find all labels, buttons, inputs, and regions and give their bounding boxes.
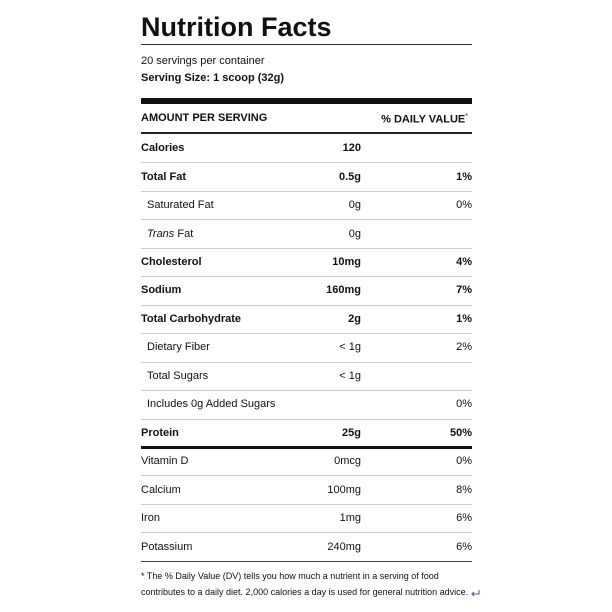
row-dv: 4% (456, 256, 472, 269)
row-rule (141, 361, 472, 363)
row-amount: 0g (348, 199, 361, 212)
row-name: Trans Fat (147, 228, 193, 240)
row-name-text: Total Carbohydrate (141, 312, 242, 325)
servings: 20 servings per container (141, 55, 265, 67)
row-rule (141, 475, 472, 477)
row-amount: 160mg (326, 284, 361, 297)
row-rule (141, 418, 472, 420)
row-name-text: Calories (141, 142, 185, 155)
row-dv: 6% (456, 540, 472, 553)
row-dv: 50% (449, 426, 472, 439)
row-name-text: Calcium (141, 483, 181, 496)
row-dv: 0% (456, 199, 472, 212)
thick-rule (141, 445, 472, 449)
row-rule (141, 304, 472, 306)
row-dv: 7% (456, 284, 472, 297)
title: Nutrition Facts (141, 12, 332, 42)
row-name: Calories (141, 142, 184, 154)
row-amount: 0.5g (338, 170, 361, 183)
return-icon (471, 589, 480, 596)
row-name-text: Protein (141, 426, 179, 439)
row-dv: 0% (456, 398, 472, 411)
row-name: Calcium (141, 484, 181, 496)
row-name-text: Dietary Fiber (147, 341, 210, 354)
row-rule (141, 532, 472, 534)
row-rule (141, 190, 472, 192)
row-amount: 0g (348, 227, 361, 240)
dv-header: % DAILY VALUE* (381, 113, 468, 126)
row-dv: 2% (456, 341, 472, 354)
row-dv: 1% (456, 312, 472, 325)
row-rule (141, 247, 472, 249)
serving-size: Serving Size: 1 scoop (32g) (141, 72, 285, 84)
footnote: * The % Daily Value (DV) tells you how m… (141, 568, 480, 600)
thick-rule (141, 98, 472, 104)
rule (141, 44, 472, 45)
row-name-text: Saturated Fat (147, 199, 214, 212)
row-name-em: Trans (147, 227, 175, 240)
row-name: Dietary Fiber (147, 341, 210, 353)
row-name: Vitamin D (141, 455, 188, 467)
row-name: Potassium (141, 541, 192, 553)
row-name: Includes 0g Added Sugars (147, 398, 275, 410)
row-rule (141, 390, 472, 392)
row-amount: 0mcg (334, 455, 361, 468)
row-rule (141, 560, 472, 562)
footnote-line: contributes to a daily diet. 2,000 calor… (141, 584, 480, 600)
footnote-text: contributes to a daily diet. 2,000 calor… (141, 587, 469, 597)
row-name-text: Total Fat (141, 170, 187, 183)
row-amount: 1mg (339, 512, 361, 525)
row-name: Iron (141, 512, 160, 524)
row-name-text: Potassium (141, 540, 193, 553)
row-rule (141, 219, 472, 221)
row-amount: 100mg (327, 483, 361, 496)
row-rule (141, 276, 472, 278)
row-amount: < 1g (339, 369, 361, 382)
row-name-text: Total Sugars (147, 369, 209, 382)
row-name-text: Iron (141, 512, 160, 525)
row-amount: 10mg (332, 256, 361, 269)
row-name-text: Includes 0g Added Sugars (147, 398, 276, 411)
row-amount: 2g (348, 312, 361, 325)
row-dv: 1% (456, 170, 472, 183)
amount-header: AMOUNT PER SERVING (141, 112, 268, 124)
row-name-text: Cholesterol (141, 256, 202, 269)
row-amount: < 1g (339, 341, 361, 354)
row-name: Saturated Fat (147, 199, 214, 211)
row-name: Sodium (141, 284, 181, 296)
row-rule (141, 162, 472, 164)
row-amount: 240mg (327, 540, 361, 553)
row-name-text: Sodium (141, 284, 182, 297)
footnote-line: * The % Daily Value (DV) tells you how m… (141, 571, 439, 581)
row-rule (141, 503, 472, 505)
row-name-text: Vitamin D (141, 455, 189, 468)
row-name: Total Fat (141, 171, 186, 183)
row-name: Protein (141, 427, 179, 439)
row-name: Cholesterol (141, 256, 202, 268)
row-amount: 120 (342, 142, 361, 155)
row-name-text: Fat (174, 227, 194, 240)
row-dv: 8% (456, 483, 472, 496)
row-amount: 25g (342, 426, 361, 439)
row-dv: 6% (456, 512, 472, 525)
rule (141, 132, 472, 134)
dv-header-text: % DAILY VALUE (381, 113, 466, 126)
row-name: Total Sugars (147, 370, 208, 382)
dv-mark: * (465, 113, 468, 120)
row-name: Total Carbohydrate (141, 313, 241, 325)
row-rule (141, 333, 472, 335)
row-dv: 0% (456, 455, 472, 468)
